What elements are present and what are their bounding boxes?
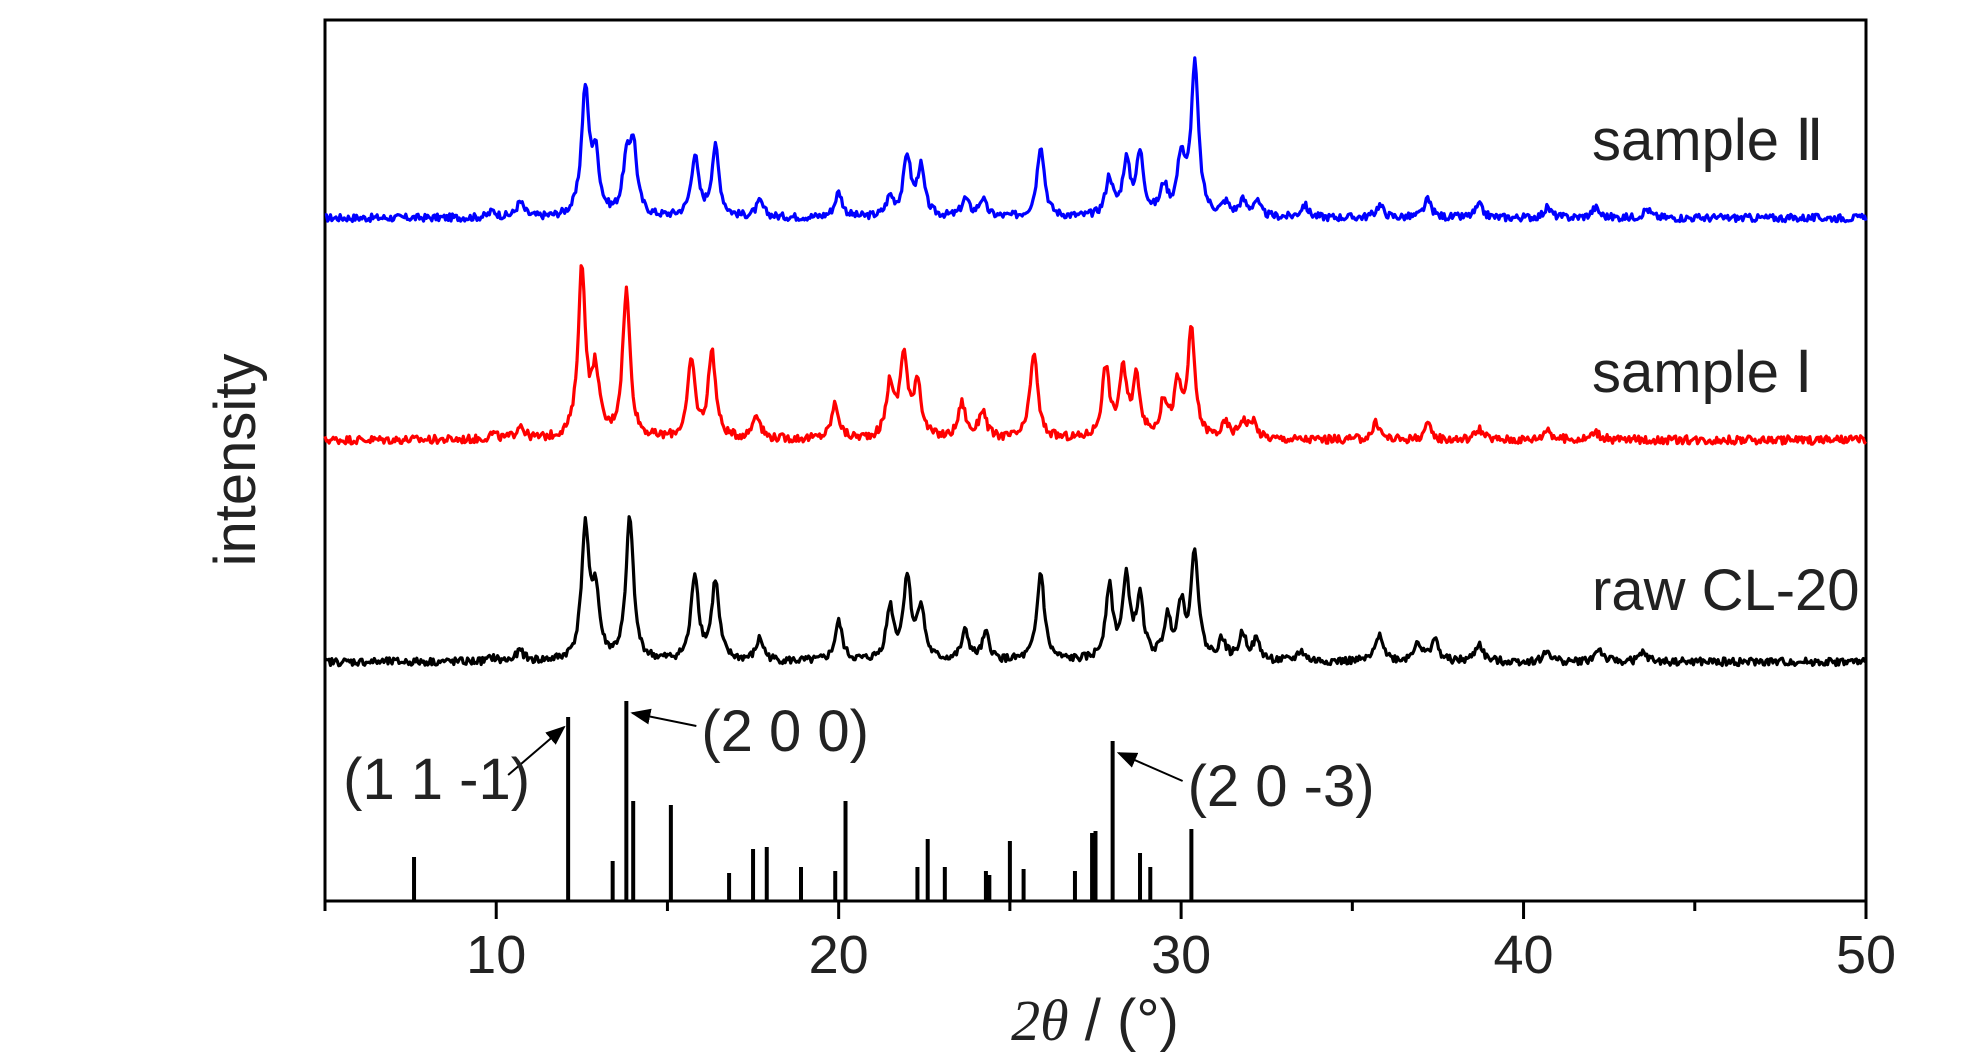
x-tick-label: 20: [809, 925, 869, 985]
x-tick-label: 40: [1494, 925, 1554, 985]
annotation-arrow: [630, 708, 697, 727]
series-label: raw CL-20: [1592, 558, 1860, 623]
annotation-arrow: [1116, 752, 1184, 782]
x-axis-ticks: [323, 901, 1868, 919]
x-tick-label: 10: [466, 925, 526, 985]
annotation-arrow: [507, 725, 566, 776]
hkl-label: (2 0 -3): [1188, 754, 1375, 819]
x-axis-symbol: 2θ: [1011, 988, 1069, 1053]
series-line: [323, 515, 1868, 668]
hkl-label: (2 0 0): [701, 699, 869, 764]
hkl-label: (1 1 -1): [343, 747, 530, 812]
series-labels: sample Ⅱ sample Ⅰ raw CL-20: [1592, 108, 1860, 623]
series-line: [324, 56, 1868, 224]
x-axis-title: 2θ / (°): [1011, 988, 1179, 1053]
diffraction-series: [323, 56, 1868, 668]
x-axis-tick-labels: 10 20 30 40 50: [466, 925, 1896, 985]
series-line: [323, 264, 1867, 446]
y-axis-title: intensity: [203, 354, 268, 567]
x-tick-label: 50: [1836, 925, 1896, 985]
x-axis-unit: / (°): [1069, 988, 1179, 1053]
series-label: sample Ⅰ: [1592, 340, 1812, 405]
x-tick-label: 30: [1151, 925, 1211, 985]
hkl-annotations: (1 1 -1) (2 0 0) (2 0 -3): [343, 699, 1374, 819]
series-label: sample Ⅱ: [1592, 108, 1824, 173]
reference-stick-pattern: [412, 701, 1194, 901]
